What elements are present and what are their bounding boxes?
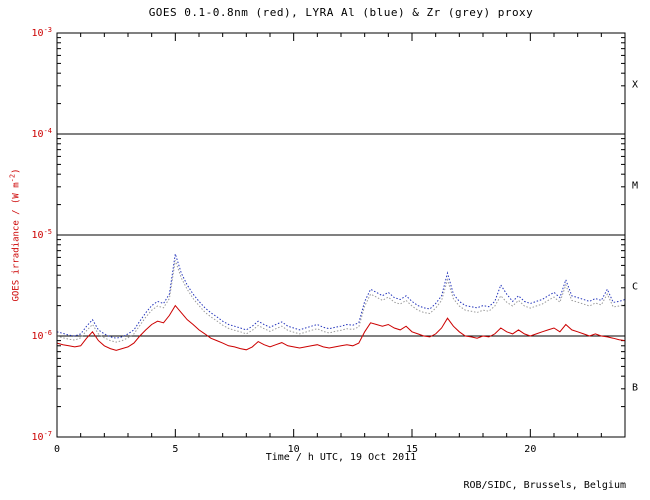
y-axis-label-exponent: -2 — [8, 173, 17, 183]
x-axis-label: Time / h UTC, 19 Oct 2011 — [265, 452, 417, 463]
flare-class-label-X: X — [632, 80, 638, 91]
y-axis-label: GOES irradiance / (W m-2) — [9, 168, 22, 301]
y-axis-label-close: ) — [11, 168, 22, 174]
x-tick-label: 15 — [406, 444, 418, 455]
y-tick-label: 10-4 — [32, 127, 52, 140]
x-tick-label: 0 — [54, 444, 60, 455]
credit-text: ROB/SIDC, Brussels, Belgium — [463, 480, 626, 491]
series-line-goes — [56, 304, 626, 351]
x-tick-label: 20 — [524, 444, 536, 455]
series-line-lyra-al — [56, 253, 626, 339]
plot-border — [56, 32, 626, 438]
x-tick-label: 5 — [172, 444, 178, 455]
flare-class-label-B: B — [632, 383, 638, 394]
y-tick-label: 10-3 — [32, 26, 52, 39]
y-tick-label: 10-5 — [32, 228, 52, 241]
flare-class-label-M: M — [632, 181, 638, 192]
x-tick-label: 10 — [288, 444, 300, 455]
flare-class-label-C: C — [632, 282, 638, 293]
series-line-lyra-zr — [56, 260, 626, 343]
y-tick-label: 10-6 — [32, 329, 52, 342]
y-tick-label: 10-7 — [32, 430, 52, 443]
y-axis-label-text: GOES irradiance / (W m — [11, 182, 22, 302]
chart-title: GOES 0.1-0.8nm (red), LYRA Al (blue) & Z… — [148, 6, 534, 19]
